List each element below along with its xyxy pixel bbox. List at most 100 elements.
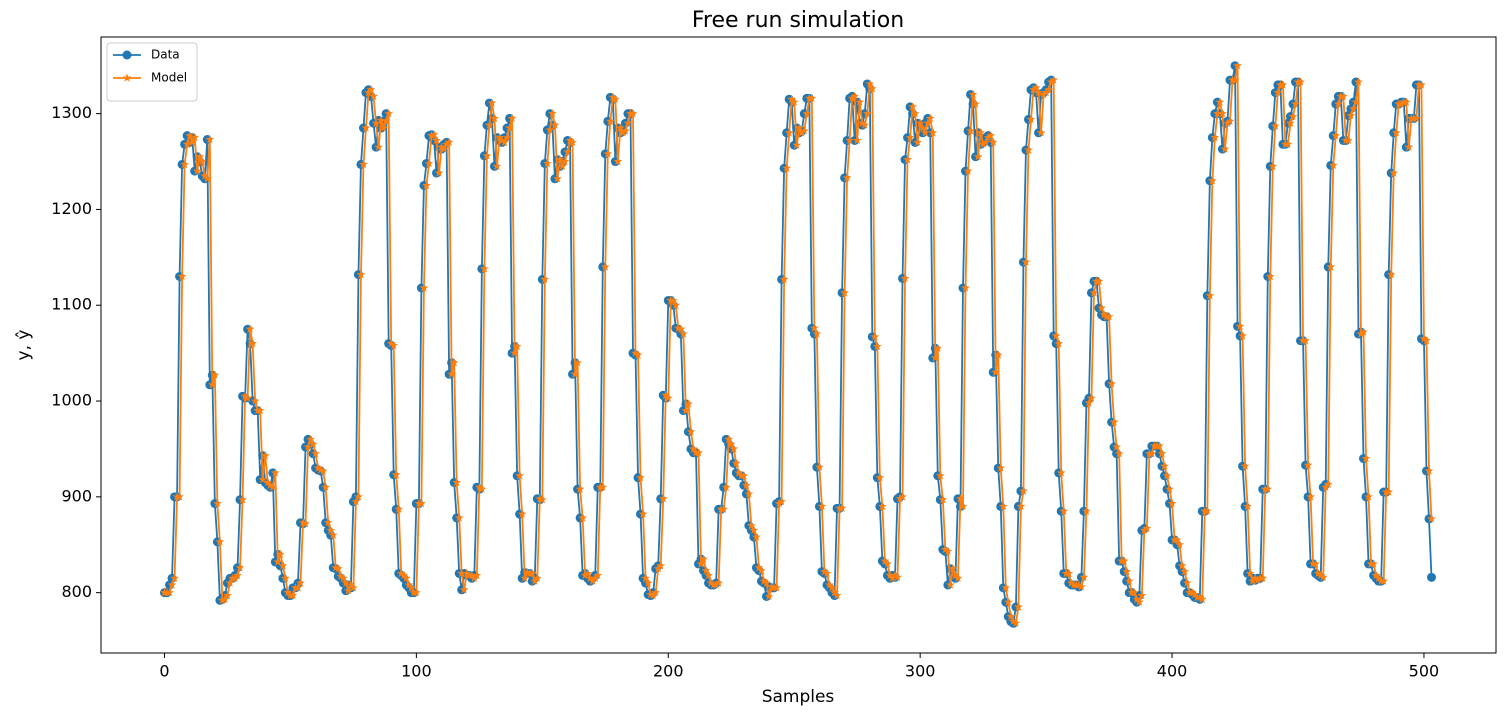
star-marker (215, 537, 225, 546)
star-marker (563, 147, 572, 156)
star-marker (210, 370, 220, 379)
star-marker (888, 573, 897, 583)
star-marker (265, 480, 275, 490)
star-marker (631, 348, 640, 357)
star-marker (993, 350, 1003, 359)
star-marker (779, 274, 789, 284)
star-marker (1074, 580, 1084, 589)
star-marker (200, 171, 210, 180)
star-marker (958, 501, 968, 511)
star-marker (1427, 514, 1436, 523)
star-marker (477, 484, 487, 493)
star-marker (238, 495, 248, 504)
star-marker (552, 174, 562, 183)
star-marker (122, 73, 132, 82)
star-marker (1076, 582, 1086, 591)
star-marker (1122, 566, 1132, 576)
star-marker (517, 509, 527, 518)
star-marker (1265, 271, 1275, 281)
star-marker (1049, 75, 1059, 84)
star-marker (870, 332, 880, 341)
star-marker (1321, 482, 1331, 492)
star-marker (1202, 506, 1212, 515)
circle-marker (1427, 572, 1437, 582)
star-marker (1331, 130, 1341, 140)
star-marker (867, 84, 877, 93)
star-marker (1253, 575, 1263, 584)
star-marker (1207, 176, 1217, 185)
star-marker (1401, 97, 1411, 106)
star-marker (1240, 461, 1250, 470)
y-tick-label: 1200 (51, 199, 92, 218)
star-marker (1112, 442, 1122, 451)
star-marker (542, 158, 552, 168)
star-marker (1283, 139, 1293, 149)
star-marker (1155, 441, 1164, 450)
star-marker (301, 518, 310, 528)
star-marker (1124, 576, 1134, 585)
star-marker (792, 140, 802, 150)
star-marker (1354, 77, 1363, 86)
star-marker (490, 113, 499, 123)
star-marker (1369, 559, 1379, 568)
star-marker (777, 496, 787, 506)
star-marker (968, 89, 978, 99)
y-tick-label: 800 (61, 582, 92, 601)
star-marker (757, 565, 766, 575)
star-marker (462, 568, 472, 578)
star-marker (696, 559, 706, 568)
star-marker (1306, 492, 1316, 501)
star-marker (890, 570, 900, 580)
y-tick-label: 1300 (51, 103, 92, 122)
star-marker (651, 587, 661, 597)
star-marker (741, 480, 751, 490)
star-marker (794, 123, 804, 132)
star-marker (925, 113, 935, 123)
star-marker (633, 350, 643, 359)
star-marker (905, 132, 915, 142)
star-marker (212, 498, 222, 508)
x-axis-label: Samples (762, 687, 835, 707)
star-marker (585, 573, 595, 583)
star-marker (1079, 572, 1089, 582)
star-marker (1104, 312, 1114, 321)
star-marker (852, 135, 862, 145)
star-marker (1416, 80, 1426, 89)
star-marker (230, 573, 240, 583)
star-marker (1311, 559, 1321, 568)
star-marker (1089, 288, 1099, 297)
star-marker (1364, 492, 1373, 501)
star-marker (1225, 116, 1235, 126)
star-marker (336, 571, 346, 581)
y-tick-label: 1000 (51, 391, 92, 410)
star-marker (1343, 135, 1353, 145)
star-marker (1197, 594, 1207, 604)
star-marker (930, 353, 940, 362)
star-marker (472, 570, 482, 580)
star-marker (608, 92, 618, 102)
star-marker (774, 498, 784, 508)
star-marker (721, 482, 731, 492)
star-marker (978, 139, 988, 149)
star-marker (454, 513, 464, 522)
star-marker (832, 590, 842, 600)
star-marker (280, 573, 290, 583)
star-marker (1066, 578, 1076, 587)
star-marker (482, 151, 492, 160)
star-marker (346, 580, 356, 589)
star-marker (233, 570, 242, 580)
star-marker (500, 137, 509, 147)
star-marker (306, 434, 316, 444)
star-marker (940, 544, 950, 554)
star-marker (701, 565, 711, 575)
star-marker (787, 94, 797, 104)
star-marker (437, 142, 447, 151)
star-marker (182, 139, 192, 149)
star-marker (293, 583, 303, 592)
star-marker (356, 269, 366, 279)
star-marker (1263, 484, 1273, 493)
x-tick-label: 500 (1409, 662, 1440, 681)
star-marker (479, 264, 489, 273)
star-marker (628, 108, 638, 118)
y-axis-label: y, ŷ (14, 330, 34, 361)
